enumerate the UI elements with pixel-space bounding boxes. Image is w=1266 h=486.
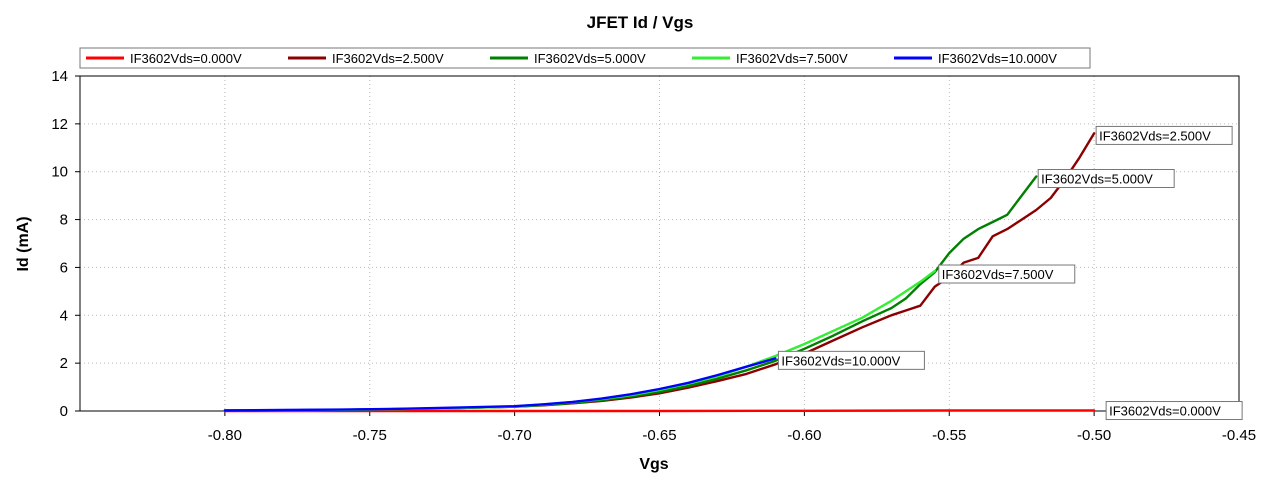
series-end-label-box xyxy=(777,350,925,370)
series-lines xyxy=(223,132,1096,413)
legend-box xyxy=(79,47,1091,69)
x-tick-label: -0.75 xyxy=(353,427,387,444)
x-tick-label: -0.65 xyxy=(642,427,676,444)
series-end-label-text: IF3602Vds=7.500V xyxy=(942,267,1054,282)
series-end-label-text: IF3602Vds=5.000V xyxy=(1041,172,1153,187)
series-end-label-text: IF3602Vds=10.000V xyxy=(781,353,900,368)
legend-label: IF3602Vds=5.000V xyxy=(534,51,646,66)
legend-label: IF3602Vds=7.500V xyxy=(736,51,848,66)
legend-item: IF3602Vds=10.000V xyxy=(894,51,1057,66)
legend-label: IF3602Vds=10.000V xyxy=(938,51,1057,66)
y-tick-label: 12 xyxy=(51,116,68,133)
series-line-2 xyxy=(223,175,1038,412)
grid xyxy=(80,76,1240,411)
x-tick-label: -0.45 xyxy=(1222,427,1256,444)
series-end-label-box xyxy=(1105,401,1243,421)
series-end-label: IF3602Vds=0.000V xyxy=(1105,401,1243,421)
x-axis-title: Vgs xyxy=(639,456,668,473)
series-end-label-text: IF3602Vds=0.000V xyxy=(1109,404,1221,419)
legend-item: IF3602Vds=5.000V xyxy=(490,51,646,66)
legend: IF3602Vds=0.000V IF3602Vds=2.500V IF3602Vd… xyxy=(79,47,1091,69)
series-line-0 xyxy=(223,409,1096,413)
axis-ticks: -0.80 -0.75 -0.70 -0.65 -0.60 -0.55 -0.50 -0.45… xyxy=(51,68,1256,444)
legend-item: IF3602Vds=0.000V xyxy=(86,51,242,66)
x-tick-label: -0.50 xyxy=(1077,427,1111,444)
y-tick-label: 2 xyxy=(60,355,68,372)
legend-label: IF3602Vds=0.000V xyxy=(130,51,242,66)
series-end-labels: IF3602Vds=0.000V IF3602Vds=2.500V IF3602Vd… xyxy=(777,125,1243,421)
series-end-label: IF3602Vds=7.500V xyxy=(938,264,1076,284)
legend-item: IF3602Vds=2.500V xyxy=(288,51,444,66)
series-end-label: IF3602Vds=5.000V xyxy=(1037,169,1175,188)
series-end-label-box xyxy=(938,264,1076,284)
legend-item: IF3602Vds=7.500V xyxy=(692,51,848,66)
x-tick-label: -0.70 xyxy=(498,427,532,444)
series-line-3 xyxy=(223,269,936,412)
x-tick-label: -0.80 xyxy=(208,427,242,444)
y-tick-label: 10 xyxy=(51,164,68,181)
y-tick-label: 14 xyxy=(51,68,68,85)
legend-label: IF3602Vds=2.500V xyxy=(332,51,444,66)
y-tick-label: 4 xyxy=(60,307,68,324)
series-end-label: IF3602Vds=10.000V xyxy=(777,350,925,370)
y-tick-label: 6 xyxy=(60,259,68,276)
x-tick-label: -0.60 xyxy=(787,427,821,444)
x-tick-label: -0.55 xyxy=(932,427,966,444)
series-end-label-text: IF3602Vds=2.500V xyxy=(1099,128,1211,143)
series-line-4 xyxy=(223,357,777,412)
y-tick-label: 8 xyxy=(60,212,68,229)
y-axis-title: Id (mA) xyxy=(15,216,32,271)
series-end-label: IF3602Vds=2.500V xyxy=(1095,125,1233,145)
series-end-label-box xyxy=(1037,169,1175,188)
series-end-label-box xyxy=(1095,125,1233,145)
chart-title: JFET Id / Vgs xyxy=(587,13,694,32)
y-tick-label: 0 xyxy=(60,403,68,420)
